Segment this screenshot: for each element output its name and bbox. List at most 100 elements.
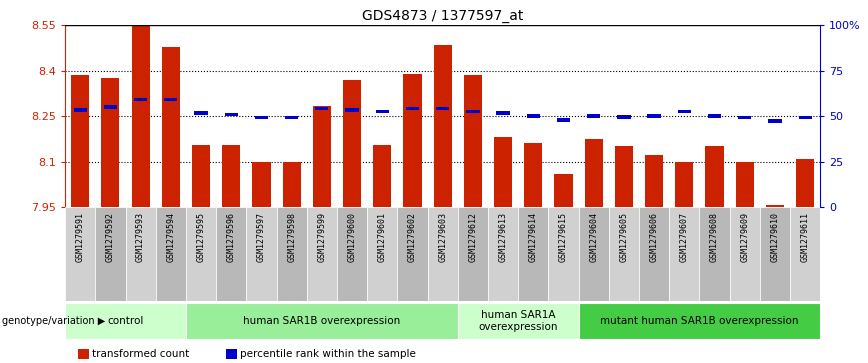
Bar bbox=[434, 45, 451, 207]
Bar bbox=[555, 174, 573, 207]
Bar bbox=[700, 207, 730, 301]
Bar bbox=[524, 143, 542, 207]
Bar bbox=[790, 207, 820, 301]
Bar bbox=[134, 98, 148, 101]
Bar bbox=[796, 159, 814, 207]
Bar bbox=[675, 162, 694, 207]
Bar bbox=[706, 146, 724, 207]
Bar bbox=[799, 116, 812, 119]
Text: GSM1279600: GSM1279600 bbox=[347, 212, 357, 262]
Bar bbox=[306, 207, 337, 301]
Bar bbox=[466, 110, 479, 113]
Bar bbox=[132, 25, 149, 207]
Text: GSM1279606: GSM1279606 bbox=[649, 212, 659, 262]
Bar bbox=[585, 139, 602, 207]
Text: GSM1279596: GSM1279596 bbox=[227, 212, 236, 262]
Bar bbox=[315, 107, 328, 110]
Bar bbox=[768, 119, 781, 123]
Bar bbox=[766, 205, 784, 207]
Text: GSM1279610: GSM1279610 bbox=[771, 212, 779, 262]
Bar bbox=[404, 74, 422, 207]
Text: GSM1279612: GSM1279612 bbox=[469, 212, 477, 262]
Bar bbox=[457, 303, 579, 339]
Bar bbox=[464, 76, 482, 207]
Text: GSM1279593: GSM1279593 bbox=[136, 212, 145, 262]
Text: GSM1279613: GSM1279613 bbox=[498, 212, 508, 262]
Bar bbox=[518, 207, 549, 301]
Text: GSM1279614: GSM1279614 bbox=[529, 212, 538, 262]
Title: GDS4873 / 1377597_at: GDS4873 / 1377597_at bbox=[362, 9, 523, 23]
Bar bbox=[192, 145, 210, 207]
Bar bbox=[216, 207, 247, 301]
Bar bbox=[95, 207, 126, 301]
Bar bbox=[549, 207, 579, 301]
Bar bbox=[527, 114, 540, 118]
Text: GSM1279601: GSM1279601 bbox=[378, 212, 387, 262]
Bar bbox=[155, 207, 186, 301]
Bar bbox=[457, 207, 488, 301]
Text: GSM1279608: GSM1279608 bbox=[710, 212, 719, 262]
Bar bbox=[222, 145, 240, 207]
Bar bbox=[645, 155, 663, 207]
Text: GSM1279615: GSM1279615 bbox=[559, 212, 568, 262]
Bar bbox=[376, 110, 389, 113]
Bar bbox=[337, 207, 367, 301]
Text: GSM1279599: GSM1279599 bbox=[318, 212, 326, 262]
Text: GSM1279597: GSM1279597 bbox=[257, 212, 266, 262]
Bar bbox=[579, 303, 820, 339]
Bar bbox=[277, 207, 306, 301]
Text: GSM1279591: GSM1279591 bbox=[76, 212, 85, 262]
Bar bbox=[428, 207, 457, 301]
Bar bbox=[312, 106, 331, 207]
Bar bbox=[345, 108, 358, 112]
Text: GSM1279603: GSM1279603 bbox=[438, 212, 447, 262]
Text: GSM1279607: GSM1279607 bbox=[680, 212, 689, 262]
Bar bbox=[253, 162, 271, 207]
Bar bbox=[617, 115, 630, 119]
Bar bbox=[225, 113, 238, 117]
Text: GSM1279602: GSM1279602 bbox=[408, 212, 417, 262]
Bar bbox=[496, 111, 510, 115]
Bar bbox=[587, 114, 601, 118]
Bar bbox=[736, 162, 753, 207]
Bar bbox=[494, 137, 512, 207]
Bar bbox=[186, 207, 216, 301]
Text: GSM1279592: GSM1279592 bbox=[106, 212, 115, 262]
Text: GSM1279609: GSM1279609 bbox=[740, 212, 749, 262]
Bar bbox=[164, 98, 177, 101]
Bar bbox=[760, 207, 790, 301]
Text: GSM1279598: GSM1279598 bbox=[287, 212, 296, 262]
Text: human SAR1A
overexpression: human SAR1A overexpression bbox=[478, 310, 558, 332]
Text: GSM1279594: GSM1279594 bbox=[167, 212, 175, 262]
Bar bbox=[608, 207, 639, 301]
Bar bbox=[65, 207, 95, 301]
Text: transformed count: transformed count bbox=[92, 349, 189, 359]
Bar bbox=[255, 116, 268, 119]
Bar bbox=[398, 207, 428, 301]
Bar bbox=[648, 114, 661, 118]
Bar bbox=[738, 116, 752, 119]
Bar bbox=[161, 46, 180, 207]
Bar bbox=[406, 107, 419, 110]
Bar bbox=[436, 107, 450, 110]
Text: GSM1279604: GSM1279604 bbox=[589, 212, 598, 262]
Bar bbox=[65, 303, 186, 339]
Bar bbox=[102, 78, 120, 207]
Text: mutant human SAR1B overexpression: mutant human SAR1B overexpression bbox=[600, 316, 799, 326]
Bar bbox=[579, 207, 608, 301]
Text: human SAR1B overexpression: human SAR1B overexpression bbox=[243, 316, 400, 326]
Bar bbox=[557, 118, 570, 122]
Bar bbox=[367, 207, 398, 301]
Bar bbox=[186, 303, 457, 339]
Text: GSM1279595: GSM1279595 bbox=[196, 212, 206, 262]
Bar bbox=[730, 207, 760, 301]
Bar bbox=[283, 162, 300, 207]
Bar bbox=[71, 76, 89, 207]
Bar bbox=[126, 207, 155, 301]
Bar bbox=[488, 207, 518, 301]
Text: genotype/variation ▶: genotype/variation ▶ bbox=[2, 316, 105, 326]
Bar bbox=[639, 207, 669, 301]
Bar bbox=[285, 116, 299, 119]
Bar bbox=[194, 111, 207, 115]
Bar bbox=[373, 145, 391, 207]
